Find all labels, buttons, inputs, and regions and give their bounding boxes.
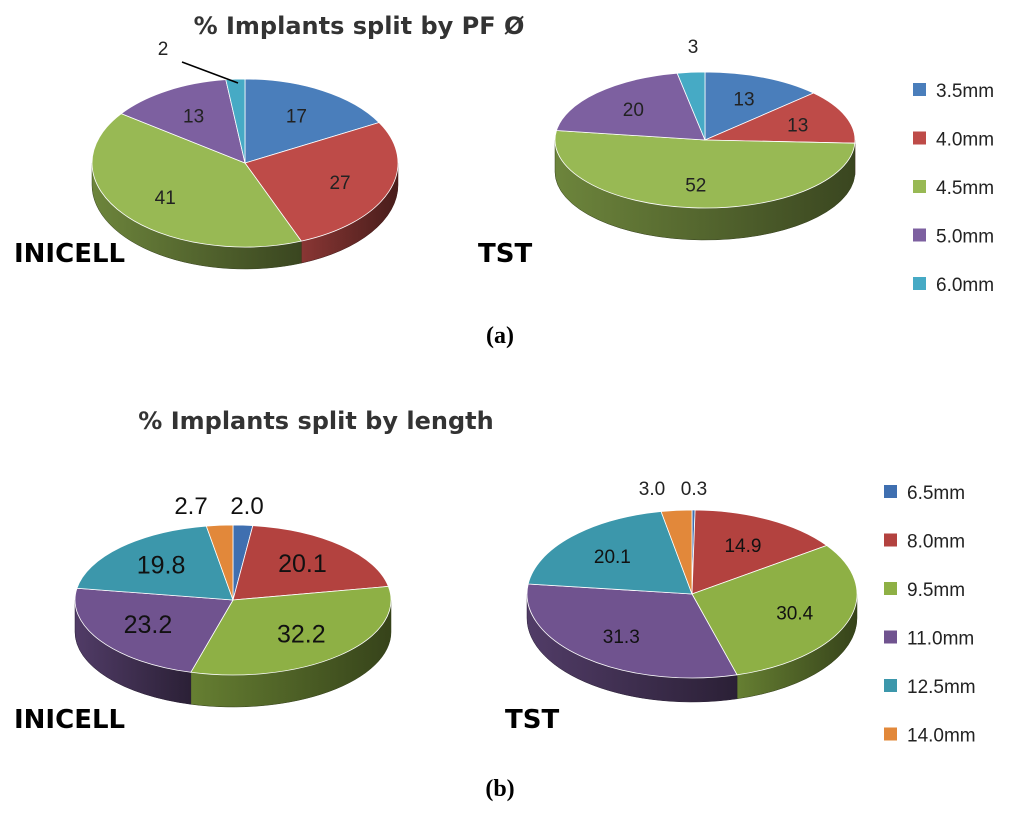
- pie-slice-8.0mm: [691, 509, 828, 595]
- legend-swatch-11.0mm: [884, 630, 897, 644]
- data-label-14.0mm: 3.0: [639, 479, 665, 500]
- group-label-a-tst: TST: [478, 239, 532, 269]
- data-label-11.0mm: 23.2: [124, 611, 173, 639]
- data-label-9.5mm: 30.4: [776, 603, 813, 624]
- pie-slice-12.5mm: [527, 511, 693, 595]
- data-label-11.0mm: 31.3: [603, 627, 640, 648]
- pie-slice-14.0mm: [660, 509, 693, 595]
- pie-slice-4.0mm: [244, 122, 399, 242]
- legend-swatch-8.0mm: [884, 533, 897, 547]
- data-label-5.0mm: 20: [623, 100, 644, 121]
- pie-slice-14.0mm: [205, 524, 234, 601]
- legend-swatch-6.5mm: [884, 485, 897, 498]
- legend-swatch-12.5mm: [884, 679, 897, 692]
- legend-b: 6.5mm 8.0mm 9.5mm 11.0mm 12.5mm 14.0mm: [884, 483, 976, 747]
- pie-slice-5.0mm: [120, 79, 246, 164]
- data-label-12.5mm: 20.1: [594, 547, 631, 568]
- panel-a-title: % Implants split by PF Ø: [194, 12, 525, 40]
- pie-b-inicell: 2.0 20.1 32.2 23.2 19.8 2.7: [74, 493, 392, 708]
- pie-slice-9.5mm: [190, 585, 392, 676]
- pie-a-tst: 13 13 52 20 3: [554, 37, 856, 241]
- data-label-14.0mm: 2.7: [174, 493, 207, 520]
- pie-slice-5.0mm: [555, 72, 706, 141]
- legend-label-6.5mm: 6.5mm: [907, 483, 965, 504]
- pie-slice-8.0mm: [232, 525, 389, 601]
- pie-slice-6.0mm: [225, 78, 246, 164]
- legend-swatch-9.5mm: [884, 582, 897, 595]
- legend-label-14.0mm: 14.0mm: [907, 726, 976, 747]
- data-label-4.0mm: 27: [329, 173, 350, 194]
- data-label-6.0mm: 2: [158, 39, 169, 60]
- panel-a-label: (a): [486, 323, 514, 349]
- pie-slice-3.5mm: [244, 78, 380, 164]
- legend-label-9.5mm: 9.5mm: [907, 580, 965, 601]
- pie-a-inicell: 17 27 41 13 2: [91, 39, 399, 270]
- leader-line: [181, 61, 239, 84]
- group-label-a-inicell: INICELL: [14, 239, 125, 269]
- legend-label-6.0mm: 6.0mm: [936, 275, 994, 296]
- data-label-3.5mm: 17: [286, 106, 307, 127]
- pie-b-tst: 0.3 14.9 30.4 31.3 20.1 3.0: [526, 479, 858, 703]
- data-label-6.5mm: 0.3: [681, 479, 707, 500]
- legend-label-11.0mm: 11.0mm: [907, 629, 974, 650]
- legend-label-4.0mm: 4.0mm: [936, 130, 994, 151]
- group-label-b-inicell: INICELL: [14, 705, 125, 735]
- legend-swatch-4.5mm: [913, 180, 926, 193]
- pie-slice-11.0mm: [74, 587, 234, 673]
- data-label-5.0mm: 13: [183, 106, 204, 127]
- panel-b-title: % Implants split by length: [138, 407, 493, 435]
- legend-swatch-14.0mm: [884, 727, 897, 741]
- group-label-b-tst: TST: [505, 705, 559, 735]
- legend-swatch-3.5mm: [913, 83, 926, 96]
- data-label-4.5mm: 52: [685, 176, 706, 197]
- legend-label-4.5mm: 4.5mm: [936, 178, 994, 199]
- legend-label-12.5mm: 12.5mm: [907, 677, 976, 698]
- data-label-4.5mm: 41: [155, 188, 176, 209]
- data-label-9.5mm: 32.2: [277, 620, 326, 648]
- data-label-6.5mm: 2.0: [230, 493, 263, 520]
- pie-slice-11.0mm: [526, 583, 738, 679]
- pie-slice-12.5mm: [76, 525, 234, 601]
- legend-label-3.5mm: 3.5mm: [936, 81, 994, 102]
- data-label-3.5mm: 13: [733, 90, 754, 111]
- legend-swatch-5.0mm: [913, 228, 926, 242]
- pie-slice-4.5mm: [91, 113, 303, 248]
- legend-swatch-4.0mm: [913, 131, 926, 145]
- legend-a: 3.5mm 4.0mm 4.5mm 5.0mm 6.0mm: [913, 81, 994, 296]
- pie-slice-4.0mm: [704, 92, 856, 144]
- data-label-6.0mm: 3: [688, 37, 699, 58]
- data-label-4.0mm: 13: [787, 115, 808, 136]
- data-label-12.5mm: 19.8: [137, 551, 186, 579]
- panel-b-label: (b): [485, 776, 514, 802]
- legend-swatch-6.0mm: [913, 277, 926, 290]
- pie-slice-3.5mm: [704, 71, 815, 141]
- pie-slice-9.5mm: [691, 545, 858, 676]
- pie-slice-4.5mm: [554, 130, 856, 209]
- data-label-8.0mm: 20.1: [278, 550, 327, 578]
- pie-slice-6.0mm: [676, 71, 706, 141]
- legend-label-5.0mm: 5.0mm: [936, 227, 994, 248]
- legend-label-8.0mm: 8.0mm: [907, 532, 965, 553]
- data-label-8.0mm: 14.9: [724, 536, 761, 557]
